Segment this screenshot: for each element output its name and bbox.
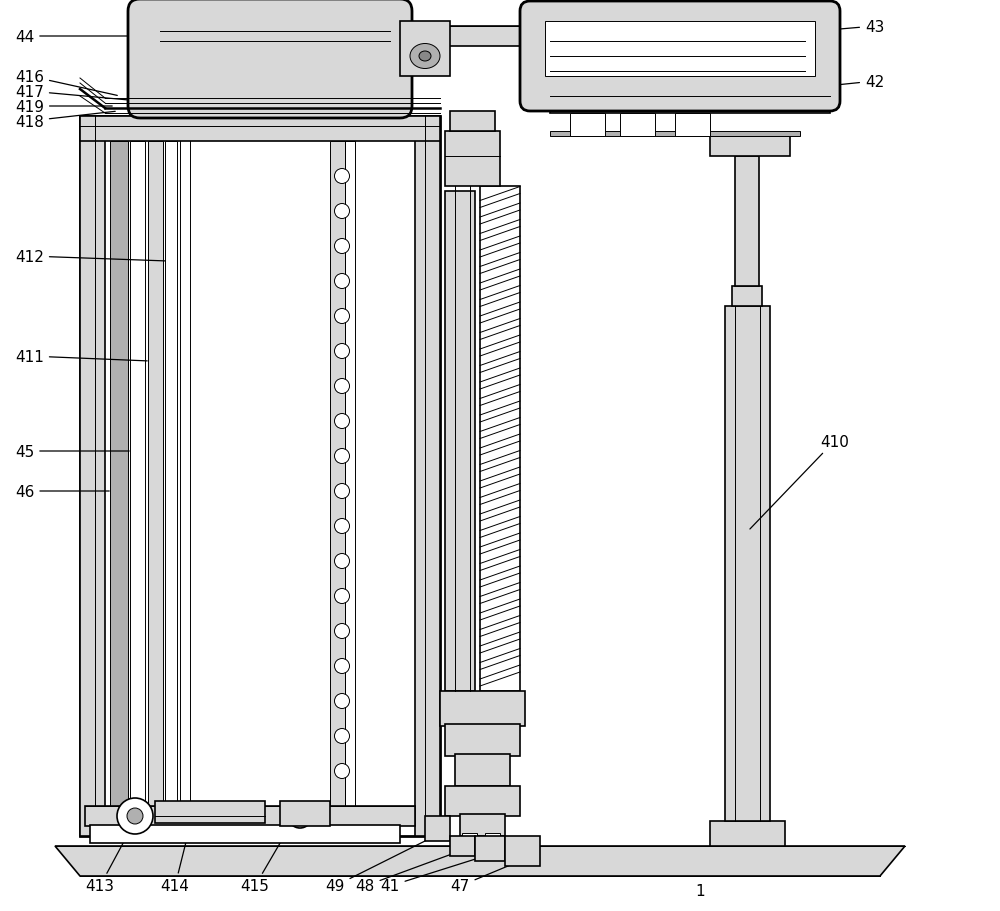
Bar [440, 691, 525, 726]
Circle shape [335, 694, 350, 709]
Ellipse shape [419, 52, 431, 62]
Bar [85, 806, 415, 826]
Circle shape [335, 240, 350, 254]
Bar [485, 833, 500, 841]
Bar [725, 307, 770, 821]
Polygon shape [55, 846, 905, 876]
Bar [732, 287, 762, 307]
Bar [620, 114, 655, 137]
Circle shape [335, 624, 350, 639]
FancyBboxPatch shape [520, 2, 840, 112]
Bar [450, 836, 475, 856]
Text: 49: 49 [325, 837, 433, 894]
Bar [80, 117, 440, 836]
Bar [155, 801, 265, 824]
Bar [550, 132, 800, 137]
Bar [110, 142, 128, 816]
Circle shape [335, 204, 350, 220]
Circle shape [335, 344, 350, 359]
Bar [80, 117, 105, 836]
Text: 417: 417 [15, 85, 137, 102]
Bar [445, 192, 475, 691]
Bar [505, 836, 540, 866]
Circle shape [335, 169, 350, 184]
Bar [545, 22, 815, 77]
Text: 419: 419 [15, 99, 112, 115]
Circle shape [335, 274, 350, 289]
Bar [450, 112, 495, 132]
Ellipse shape [410, 45, 440, 69]
Bar [475, 836, 505, 861]
FancyBboxPatch shape [128, 0, 412, 118]
Text: 416: 416 [15, 69, 117, 97]
Text: 46: 46 [15, 484, 109, 499]
Text: 48: 48 [355, 852, 457, 894]
Circle shape [335, 659, 350, 674]
Text: 1: 1 [695, 884, 705, 898]
Bar [480, 187, 520, 691]
Bar [90, 825, 400, 843]
Bar [445, 724, 520, 756]
Circle shape [335, 519, 350, 534]
Text: 418: 418 [15, 112, 115, 129]
Bar [330, 142, 345, 816]
Bar [400, 22, 450, 77]
Bar [148, 142, 163, 816]
Bar [130, 142, 145, 816]
Bar [345, 142, 355, 816]
Bar [455, 754, 510, 786]
Text: 43: 43 [703, 19, 884, 42]
Bar [710, 137, 790, 157]
Bar [550, 96, 830, 114]
Bar [445, 132, 500, 187]
Text: 413: 413 [86, 824, 134, 894]
Text: 41: 41 [380, 857, 482, 894]
Bar [570, 114, 605, 137]
Bar [80, 117, 440, 142]
Bar [735, 157, 759, 287]
Circle shape [335, 484, 350, 499]
Circle shape [335, 763, 350, 779]
Circle shape [335, 729, 350, 743]
Bar [280, 801, 330, 826]
Circle shape [117, 798, 153, 834]
Bar [675, 114, 710, 137]
Text: 42: 42 [683, 75, 884, 102]
Circle shape [335, 309, 350, 324]
Bar [445, 786, 520, 816]
Text: 410: 410 [750, 434, 849, 529]
Circle shape [335, 554, 350, 568]
Bar [400, 27, 535, 47]
Bar [425, 816, 450, 841]
Text: 47: 47 [450, 862, 517, 894]
Circle shape [288, 804, 312, 828]
Bar [165, 142, 177, 816]
Circle shape [335, 589, 350, 604]
Bar [460, 814, 505, 836]
Text: 415: 415 [241, 828, 289, 894]
Circle shape [335, 414, 350, 429]
Text: 45: 45 [15, 444, 129, 459]
Text: 44: 44 [15, 29, 247, 45]
Text: 414: 414 [161, 829, 189, 894]
Bar [710, 821, 785, 846]
Text: 411: 411 [15, 349, 147, 364]
Text: 412: 412 [15, 250, 165, 264]
Bar [415, 117, 440, 836]
Circle shape [335, 449, 350, 464]
Bar [462, 833, 477, 841]
Circle shape [127, 808, 143, 824]
Circle shape [335, 379, 350, 394]
